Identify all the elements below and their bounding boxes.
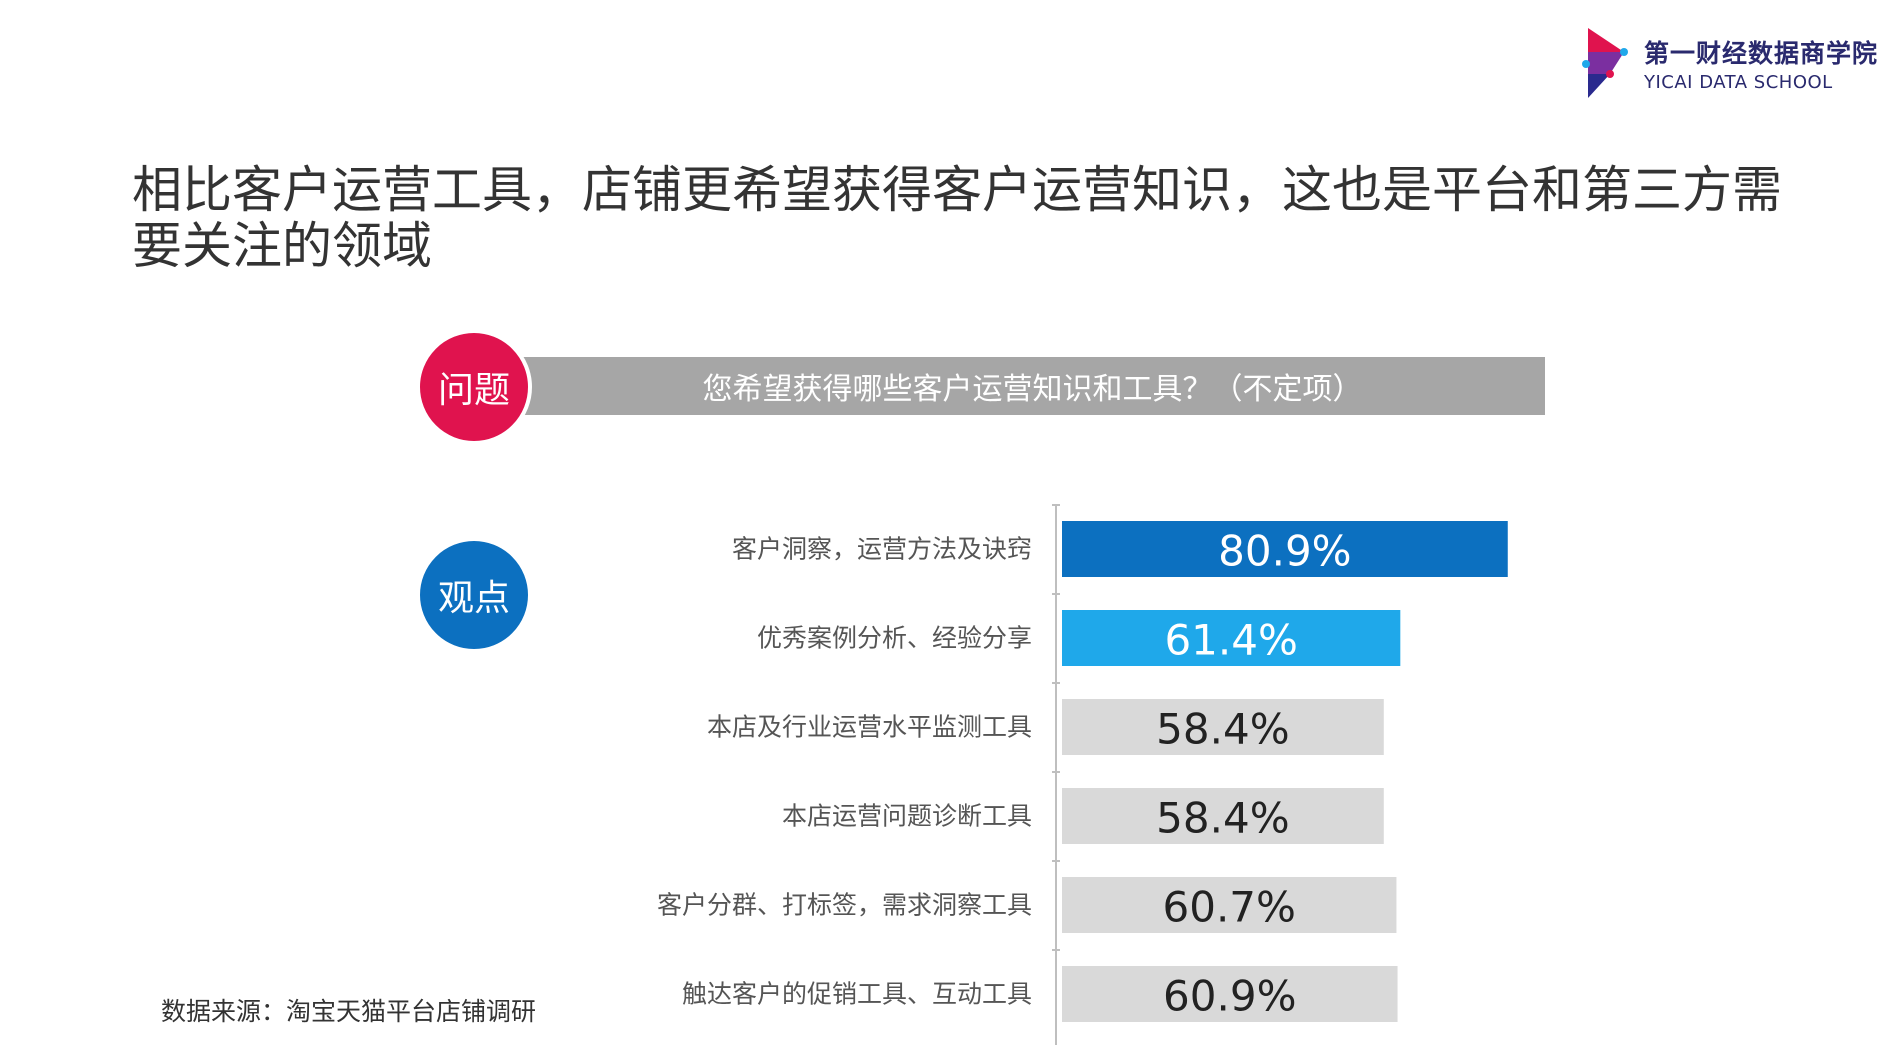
question-band: 您希望获得哪些客户运营知识和工具？（不定项） <box>520 357 1545 415</box>
category-label: 客户洞察，运营方法及诀窍 <box>732 535 1032 564</box>
brand-name-cn: 第一财经数据商学院 <box>1644 39 1879 68</box>
data-label: 60.7% <box>1163 883 1296 932</box>
question-badge: 问题 <box>416 329 532 445</box>
category-label: 客户分群、打标签，需求洞察工具 <box>657 891 1032 920</box>
brand-name-en: YICAI DATA SCHOOL <box>1644 72 1833 93</box>
question-badge-label: 问题 <box>437 370 510 411</box>
data-label: 80.9% <box>1218 527 1351 576</box>
category-label: 本店运营问题诊断工具 <box>782 802 1032 831</box>
bar <box>1062 610 1401 666</box>
category-label: 优秀案例分析、经验分享 <box>757 624 1032 653</box>
bar <box>1062 788 1384 844</box>
viewpoint-badge-label: 观点 <box>437 578 510 619</box>
data-label: 60.9% <box>1163 972 1296 1021</box>
bar <box>1062 521 1508 577</box>
category-label: 本店及行业运营水平监测工具 <box>707 713 1032 742</box>
bar <box>1062 699 1384 755</box>
page-title: 相比客户运营工具，店铺更希望获得客户运营知识，这也是平台和第三方需要关注的领域 <box>132 161 1782 275</box>
question-text: 您希望获得哪些客户运营知识和工具？（不定项） <box>702 372 1363 407</box>
brand-logo: 第一财经数据商学院 YICAI DATA SCHOOL <box>1580 18 1880 108</box>
category-label: 触达客户的促销工具、互动工具 <box>682 980 1032 1009</box>
data-label: 58.4% <box>1156 705 1289 754</box>
yicai-logo-icon <box>1582 28 1628 98</box>
bar <box>1062 966 1398 1022</box>
viewpoint-badge: 观点 <box>416 537 532 653</box>
data-label: 61.4% <box>1164 616 1297 665</box>
bar <box>1062 877 1397 933</box>
data-label: 58.4% <box>1156 794 1289 843</box>
data-source-note: 数据来源：淘宝天猫平台店铺调研 <box>161 997 537 1026</box>
